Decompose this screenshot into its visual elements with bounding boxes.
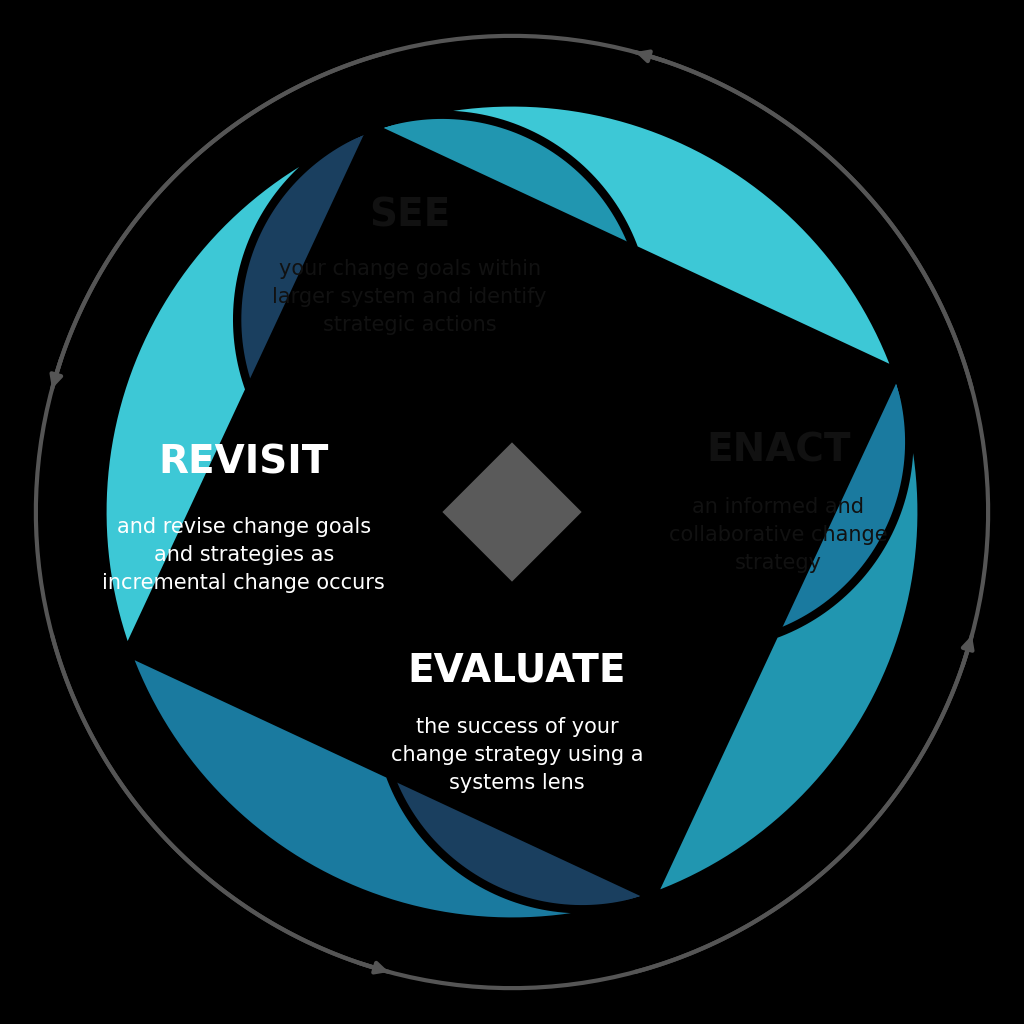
Polygon shape (425, 425, 599, 599)
Text: REVISIT: REVISIT (159, 443, 329, 482)
Polygon shape (372, 102, 922, 897)
Text: and revise change goals
and strategies as
incremental change occurs: and revise change goals and strategies a… (102, 517, 385, 593)
Polygon shape (102, 102, 897, 652)
Text: EVALUATE: EVALUATE (408, 651, 627, 690)
Text: ENACT: ENACT (706, 431, 851, 470)
Polygon shape (127, 372, 922, 922)
Text: an informed and
collaborative change
strategy: an informed and collaborative change str… (669, 497, 888, 572)
Text: the success of your
change strategy using a
systems lens: the success of your change strategy usin… (391, 717, 643, 793)
Text: SEE: SEE (369, 196, 451, 234)
Text: your change goals within
larger system and identify
strategic actions: your change goals within larger system a… (272, 259, 547, 335)
Polygon shape (425, 425, 599, 599)
Polygon shape (102, 127, 652, 922)
Polygon shape (442, 442, 582, 582)
